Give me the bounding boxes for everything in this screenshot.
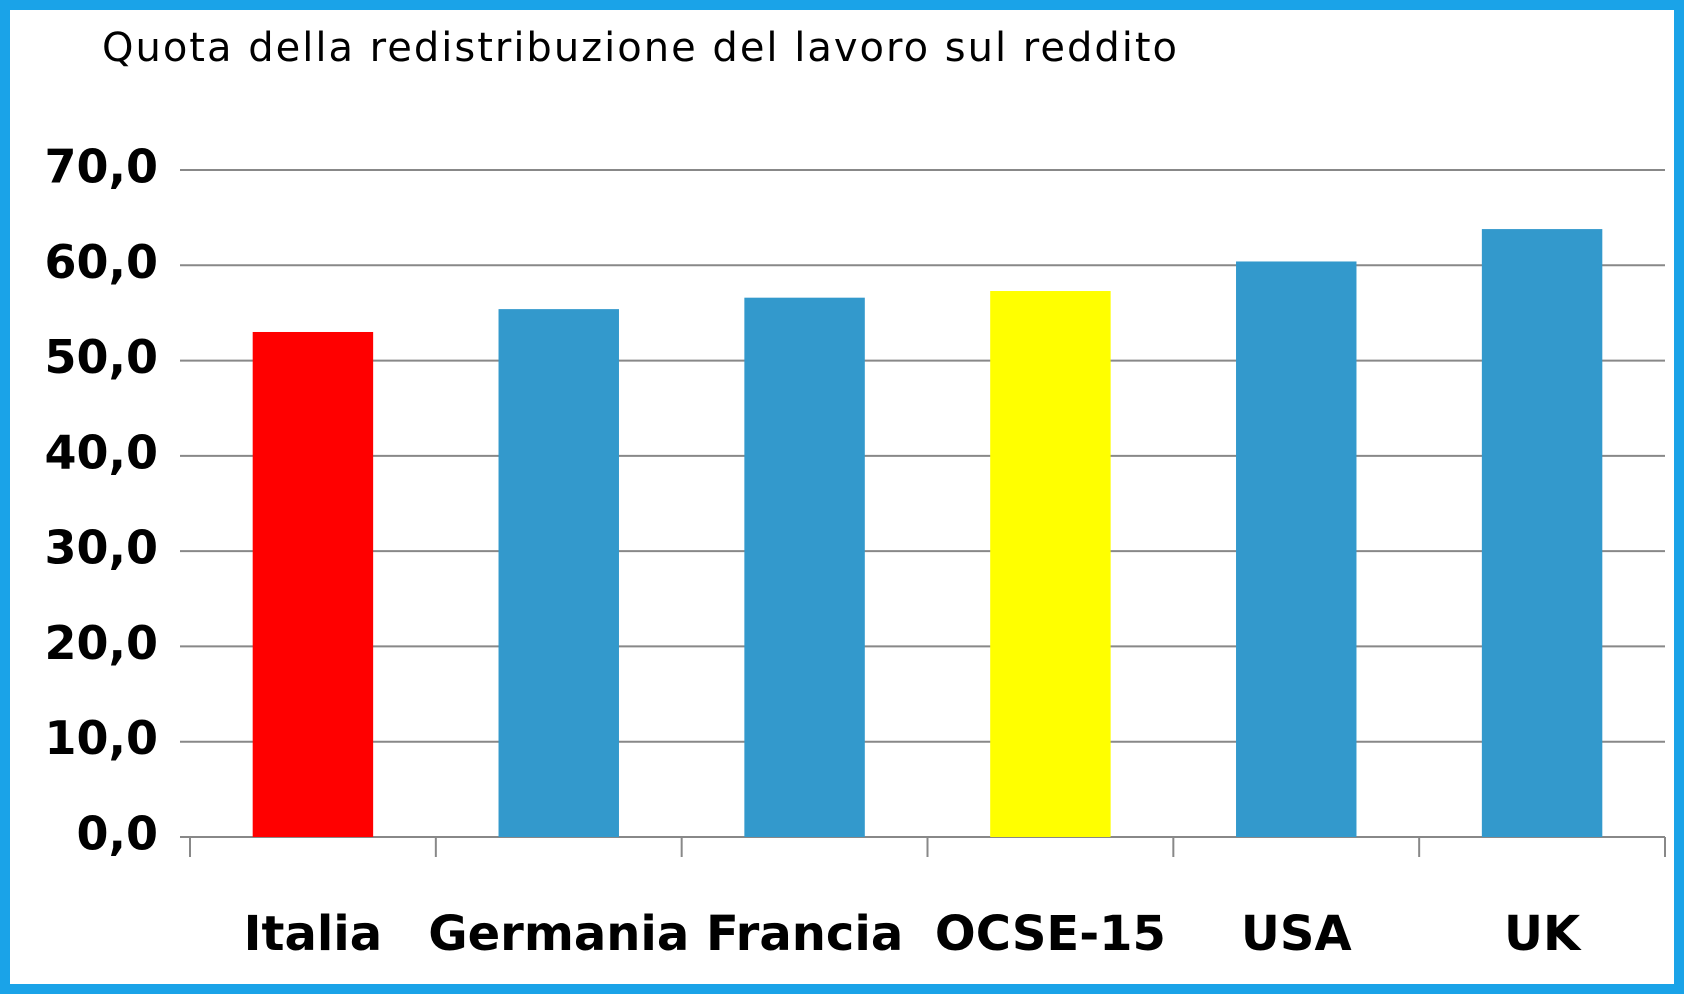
bar	[744, 297, 865, 837]
x-tick-label: Francia	[706, 906, 903, 962]
bar	[1236, 261, 1357, 838]
x-tick-label: Italia	[244, 906, 383, 962]
bar	[1481, 229, 1603, 837]
bar	[990, 291, 1111, 838]
y-tick-label: 60,0	[45, 235, 159, 289]
x-tick-label: Germania	[428, 906, 689, 962]
y-tick-label: 40,0	[45, 425, 159, 479]
y-tick-label: 70,0	[45, 140, 159, 194]
x-tick-label: USA	[1241, 906, 1352, 962]
bar	[498, 309, 619, 837]
chart-title: Quota della redistribuzione del lavoro s…	[102, 25, 1179, 71]
y-tick-label: 10,0	[45, 711, 159, 765]
y-tick-label: 0,0	[77, 807, 159, 861]
y-tick-label: 30,0	[45, 521, 159, 575]
x-tick-label: OCSE-15	[935, 906, 1166, 962]
x-tick-label: UK	[1504, 906, 1582, 962]
bar	[252, 331, 374, 837]
y-tick-label: 20,0	[45, 616, 159, 670]
y-tick-label: 50,0	[45, 330, 159, 384]
